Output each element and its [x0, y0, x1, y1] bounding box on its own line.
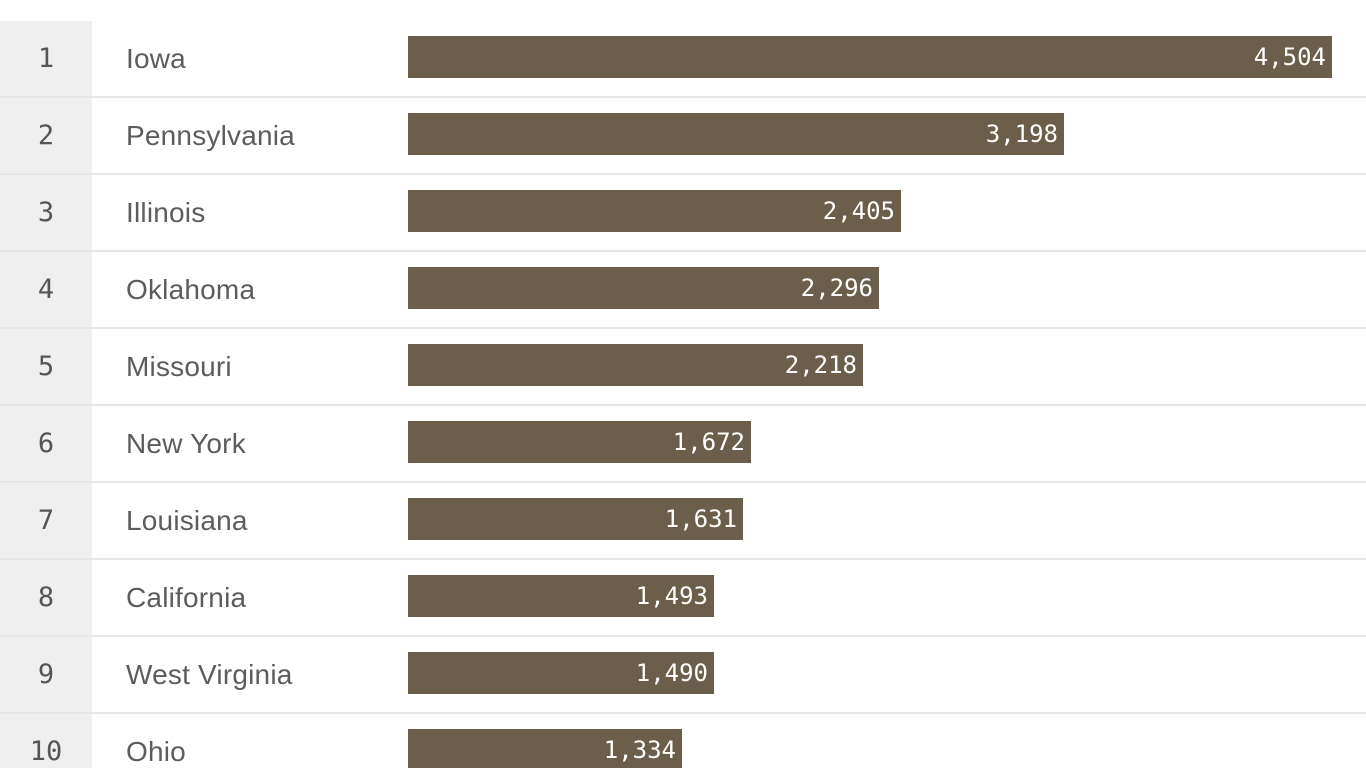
chart-row: 7 Louisiana 1,631 [0, 483, 1366, 560]
row-divider [0, 404, 1366, 406]
category-label: Louisiana [126, 504, 248, 536]
rank-column-background [0, 21, 92, 768]
data-label: 1,631 [664, 505, 737, 533]
rank-label: 6 [37, 428, 55, 459]
chart-row: 3 Illinois 2,405 [0, 175, 1366, 252]
data-label: 2,296 [800, 274, 873, 302]
row-divider [0, 327, 1366, 329]
category-label: Oklahoma [126, 273, 256, 305]
top-padding [0, 0, 1366, 21]
chart-row: 4 Oklahoma 2,296 [0, 252, 1366, 329]
category-label: New York [126, 427, 246, 459]
category-label: Pennsylvania [126, 119, 295, 151]
rank-label: 7 [37, 505, 55, 536]
category-label: California [126, 581, 247, 613]
rank-label: 9 [37, 659, 55, 690]
row-divider [0, 481, 1366, 483]
bar: 1,334 [408, 729, 682, 768]
category-label: Ohio [126, 735, 186, 767]
row-divider [0, 712, 1366, 714]
row-divider [0, 96, 1366, 98]
bar: 2,296 [408, 267, 879, 309]
data-label: 1,493 [635, 582, 708, 610]
chart-row: 2 Pennsylvania 3,198 [0, 98, 1366, 175]
bar: 4,504 [408, 36, 1332, 78]
row-divider [0, 173, 1366, 175]
chart-row: 8 California 1,493 [0, 560, 1366, 637]
data-label: 2,218 [784, 351, 857, 379]
category-label: Iowa [126, 42, 186, 74]
row-divider [0, 635, 1366, 637]
bar: 1,493 [408, 575, 714, 617]
category-label: West Virginia [126, 658, 293, 690]
category-label: Illinois [126, 196, 206, 228]
chart-row: 9 West Virginia 1,490 [0, 637, 1366, 714]
bar: 2,218 [408, 344, 863, 386]
rank-label: 3 [37, 197, 55, 228]
bar: 3,198 [408, 113, 1064, 155]
row-divider [0, 250, 1366, 252]
row-divider [0, 558, 1366, 560]
rank-label: 1 [37, 43, 55, 74]
chart-row: 10 Ohio 1,334 [0, 714, 1366, 768]
data-label: 2,405 [822, 197, 895, 225]
rank-label: 5 [37, 351, 55, 382]
chart-row: 5 Missouri 2,218 [0, 329, 1366, 406]
category-label: Missouri [126, 350, 232, 382]
bar: 1,631 [408, 498, 743, 540]
bar: 2,405 [408, 190, 901, 232]
rank-label: 2 [37, 120, 55, 151]
bar: 1,490 [408, 652, 714, 694]
data-label: 4,504 [1253, 43, 1326, 71]
data-label: 1,672 [672, 428, 745, 456]
data-label: 1,490 [635, 659, 708, 687]
bar: 1,672 [408, 421, 751, 463]
rank-label: 8 [37, 582, 55, 613]
chart-row: 6 New York 1,672 [0, 406, 1366, 483]
data-label: 1,334 [603, 736, 676, 764]
rank-label: 4 [37, 274, 55, 305]
rank-label: 10 [29, 736, 63, 767]
data-label: 3,198 [985, 120, 1058, 148]
chart-row: 1 Iowa 4,504 [0, 21, 1366, 98]
